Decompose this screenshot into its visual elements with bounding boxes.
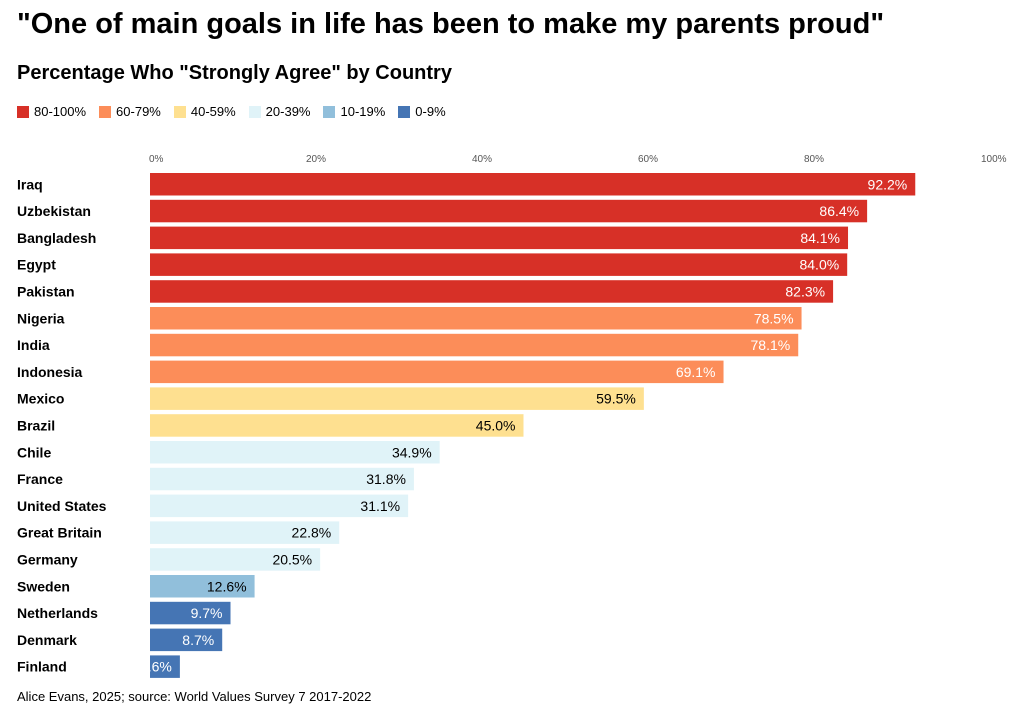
bar-value-label: 8.7% [182, 632, 214, 648]
bar-value-label: 86.4% [819, 203, 859, 219]
legend: 80-100% 60-79% 40-59% 20-39% 10-19% 0-9% [17, 104, 459, 119]
legend-swatch [398, 105, 411, 118]
bar-value-label: 92.2% [868, 176, 908, 192]
legend-item: 40-59% [173, 104, 236, 119]
bar-value-label: 34.9% [392, 444, 432, 460]
bar [150, 521, 340, 544]
bar-chart: 0% 20% 40% 60% 80% 100% Iraq 92.2% Uzbekistan 86.… [17, 154, 1007, 678]
bar [150, 387, 644, 410]
x-tick-label: 40% [472, 154, 492, 165]
legend-item: 80-100% [17, 104, 86, 119]
bar [150, 548, 321, 571]
legend-swatch [17, 105, 29, 118]
bar [150, 199, 868, 223]
legend-label: 40-59% [190, 104, 236, 119]
legend-item: 10-19% [323, 104, 385, 119]
category-label: Bangladesh [17, 230, 96, 246]
category-label: Netherlands [17, 605, 98, 621]
bar [150, 601, 231, 625]
legend-swatch [248, 105, 261, 118]
category-label: Indonesia [17, 364, 83, 380]
bar [150, 628, 223, 652]
bar [150, 360, 724, 384]
bar-value-label: 84.1% [800, 230, 840, 246]
bar [150, 280, 834, 303]
category-label: Iraq [17, 176, 43, 192]
bar [150, 441, 440, 464]
category-label: Germany [17, 551, 78, 567]
bar [150, 307, 802, 330]
bar-value-label: 3.6% [140, 659, 172, 675]
bar [150, 494, 409, 518]
bar [150, 333, 799, 357]
bar-value-label: 78.5% [754, 310, 794, 326]
bar-value-label: 45.0% [476, 417, 516, 433]
bar [150, 226, 849, 250]
x-tick-label: 0% [149, 154, 164, 165]
legend-label: 0-9% [415, 104, 446, 119]
category-label: Egypt [17, 257, 56, 273]
legend-label: 60-79% [116, 104, 161, 119]
chart-subtitle: Percentage Who "Strongly Agree" by Count… [17, 62, 452, 84]
bar-value-label: 9.7% [191, 605, 223, 621]
legend-label: 10-19% [340, 104, 386, 119]
legend-swatch [99, 105, 112, 118]
legend-item: 60-79% [99, 104, 161, 119]
x-tick-label: 100% [981, 154, 1007, 165]
category-label: Nigeria [17, 310, 65, 326]
category-label: United States [17, 498, 107, 514]
category-label: India [17, 337, 50, 353]
x-tick-label: 80% [804, 154, 824, 165]
bar [150, 414, 524, 437]
bar [150, 253, 848, 276]
bar-value-label: 82.3% [785, 283, 825, 299]
source-note: Alice Evans, 2025; source: World Values … [17, 689, 372, 704]
bar-value-label: 78.1% [751, 337, 791, 353]
legend-item: 20-39% [248, 104, 311, 119]
bar [150, 655, 180, 678]
bar-value-label: 20.5% [272, 551, 312, 567]
legend-swatch [173, 105, 186, 118]
category-label: Great Britain [17, 525, 102, 541]
x-tick-label: 20% [306, 154, 326, 165]
category-label: Chile [17, 444, 51, 460]
x-tick-label: 60% [638, 154, 658, 165]
category-label: Denmark [17, 632, 77, 648]
category-label: Pakistan [17, 283, 75, 299]
bar-value-label: 12.6% [207, 578, 247, 594]
legend-item: 0-9% [398, 104, 446, 119]
bar [150, 467, 414, 491]
bar-value-label: 84.0% [799, 257, 839, 273]
bar-value-label: 59.5% [596, 391, 636, 407]
legend-label: 80-100% [34, 104, 87, 119]
bar-value-label: 69.1% [676, 364, 716, 380]
legend-label: 20-39% [265, 104, 311, 119]
category-label: Uzbekistan [17, 203, 91, 219]
bar [150, 575, 255, 598]
bar-value-label: 31.8% [366, 471, 406, 487]
category-label: France [17, 471, 63, 487]
bar-value-label: 31.1% [360, 498, 400, 514]
category-label: Brazil [17, 417, 55, 433]
legend-swatch [323, 105, 336, 118]
chart-title: "One of main goals in life has been to m… [17, 8, 885, 40]
category-label: Sweden [17, 578, 70, 594]
category-label: Mexico [17, 391, 64, 407]
category-label: Finland [17, 659, 67, 675]
bar [150, 173, 916, 196]
bar-value-label: 22.8% [292, 525, 332, 541]
